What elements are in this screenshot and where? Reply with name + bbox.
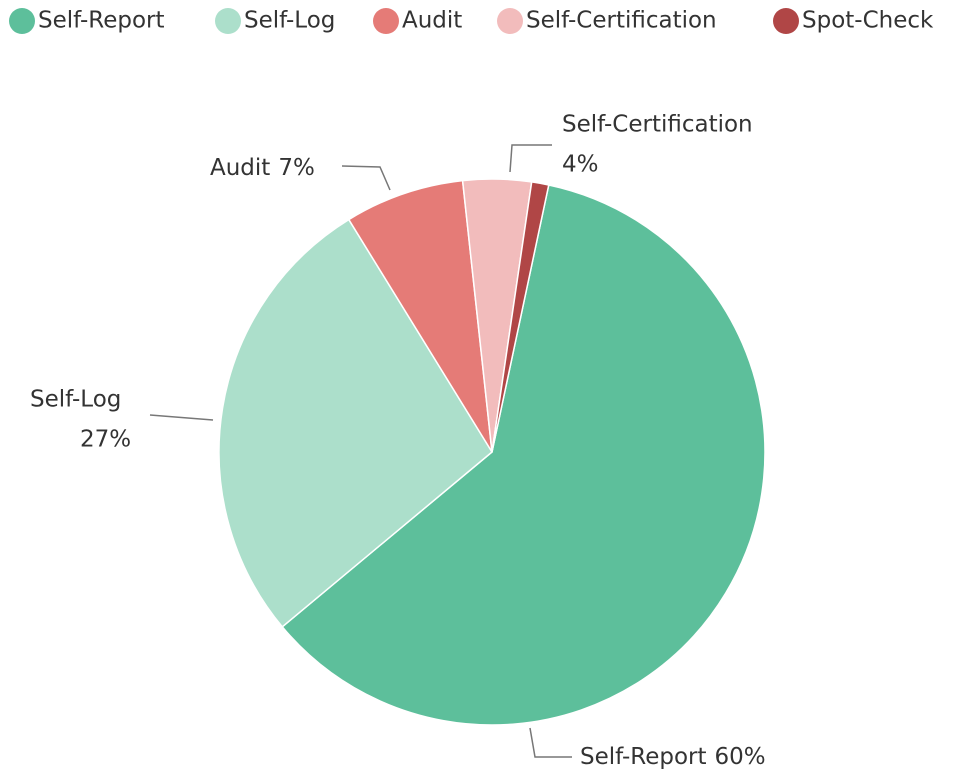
leader-line	[529, 727, 572, 758]
legend-label: Spot-Check	[802, 8, 934, 34]
data-label-value: 7%	[278, 155, 315, 181]
leader-line	[149, 414, 214, 421]
data-labels: Self-Report 60% Self-Log 27% Audit 7% Self-Cer…	[30, 112, 766, 770]
pie-slice	[218, 218, 493, 628]
data-label: Audit 7%	[210, 155, 315, 181]
legend-label: Self-Log	[244, 8, 335, 34]
pie	[218, 178, 766, 726]
data-label-name: Self-Report	[580, 744, 707, 770]
pie-slice	[281, 184, 766, 726]
legend-label: Audit	[402, 8, 462, 34]
legend-label: Self-Report	[38, 8, 165, 34]
legend-label: Self-Certification	[526, 8, 717, 34]
data-label-value: 27%	[80, 427, 131, 453]
pie-slice	[491, 181, 550, 453]
legend: Self-Report Self-Log Audit Self-Certificati…	[9, 8, 934, 34]
pie-slice	[347, 179, 493, 453]
data-label-value: 60%	[715, 744, 766, 770]
legend-marker	[215, 8, 241, 34]
legend-marker	[773, 8, 799, 34]
leader-line	[509, 144, 552, 173]
legend-marker	[497, 8, 523, 34]
legend-marker	[9, 8, 35, 34]
data-label-name: Self-Certification	[562, 112, 753, 138]
data-label-name: Self-Log	[30, 387, 121, 413]
leader-line	[341, 165, 391, 191]
data-label: Self-Report 60%	[580, 744, 766, 770]
data-label-value: 4%	[562, 152, 599, 178]
legend-marker	[373, 8, 399, 34]
data-label-name: Audit	[210, 155, 270, 181]
